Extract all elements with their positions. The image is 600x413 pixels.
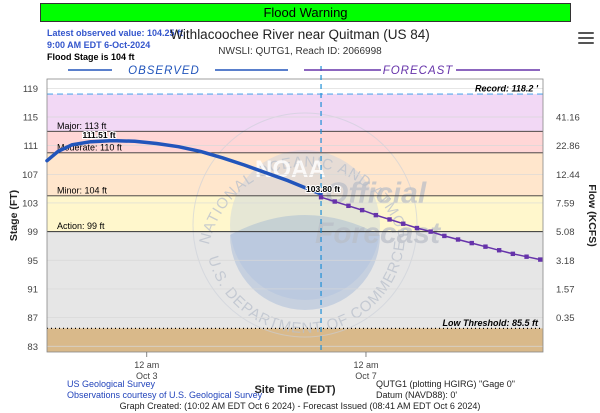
forecast-point (469, 240, 474, 246)
band-minor (47, 195, 543, 232)
datum-info: QUTG1 (plotting HGIRG) "Gage 0" Datum (N… (376, 379, 515, 401)
watermark-official: Official (325, 177, 427, 210)
x-axis-title: Site Time (EDT) (254, 384, 335, 396)
minor-label: Minor: 104 ft (57, 185, 108, 195)
forecast-point (414, 225, 420, 231)
watermark-forecast: Forecast (315, 217, 442, 250)
datum-gage: QUTG1 (plotting HGIRG) "Gage 0" (376, 379, 515, 389)
x-tick-label-top: 12 am (353, 360, 378, 370)
forecast-point (373, 212, 379, 218)
y-tick-label: 95 (27, 256, 38, 267)
record-label: Record: 118.2 ' (475, 84, 539, 94)
flow-tick-label: 22.86 (556, 141, 580, 152)
y-tick-label: 83 (27, 342, 38, 353)
x-tick-label-bottom: Oct 7 (355, 371, 377, 381)
y2-axis-title: Flow (KCFS) (586, 184, 598, 246)
band-major (47, 131, 543, 153)
forecast-point (332, 199, 337, 204)
flow-tick-label: 0.35 (556, 313, 575, 324)
observed-series-line (45, 138, 323, 196)
y-tick-label: 91 (27, 284, 38, 295)
latest-observed-value: Latest observed value: 104.25 ft (47, 28, 184, 38)
major-label: Major: 113 ft (57, 121, 107, 131)
band-record (47, 94, 543, 132)
action-label: Action: 99 ft (57, 221, 105, 231)
flow-tick-label: 5.08 (556, 227, 575, 238)
forecast-point (359, 207, 365, 213)
flow-tick-label: 3.18 (556, 256, 575, 267)
moderate-label: Moderate: 110 ft (57, 142, 122, 152)
forecast-point (442, 233, 447, 239)
watermark-disc (230, 150, 380, 300)
y-tick-label: 115 (23, 112, 38, 123)
chart-subtitle: NWSLI: QUTG1, Reach ID: 2066998 (218, 46, 382, 57)
peak-data-label: 111.51 ft (83, 130, 116, 140)
menu-bar (578, 32, 594, 34)
y-tick-label: 103 (22, 198, 38, 209)
forecast-header: FORECAST (383, 65, 454, 77)
forecast-point (524, 254, 529, 259)
forecast-point (387, 217, 392, 222)
y-tick-label: 107 (22, 170, 38, 181)
watermark-brand: NOAA (255, 156, 326, 183)
flow-tick-label: 1.57 (556, 284, 575, 295)
y-axis-title: Stage (FT) (8, 190, 20, 241)
forecast-point (318, 195, 324, 200)
flood-stage-text: Flood Stage is 104 ft (47, 52, 135, 62)
latest-observed-time: 9:00 AM EDT 6-Oct-2024 (47, 40, 151, 50)
forecast-point (401, 221, 406, 226)
band-above-record (47, 79, 543, 95)
low-threshold-label: Low Threshold: 85.5 ft (442, 318, 539, 328)
observed-header: OBSERVED (128, 65, 200, 77)
x-tick-label-top: 12 am (134, 360, 159, 370)
y-tick-label: 87 (27, 313, 38, 324)
forecast-data-label: 103.80 ft (306, 184, 340, 194)
forecast-point (496, 248, 502, 253)
watermark-wave (230, 215, 380, 310)
source-credits: US Geological Survey Observations courte… (67, 379, 262, 401)
forecast-point (428, 229, 433, 234)
y-tick-label: 99 (27, 227, 38, 238)
menu-bar (578, 37, 594, 39)
datum-navd: Datum (NAVD88): 0' (376, 390, 458, 400)
flood-warning-banner: Flood Warning (40, 3, 571, 22)
chart-title: Withlacoochee River near Quitman (US 84) (170, 27, 430, 42)
forecast-point (510, 251, 516, 257)
forecast-point (346, 203, 351, 209)
flow-tick-label: 7.59 (556, 198, 575, 209)
latest-observation-block: Latest observed value: 104.25 ft 9:00 AM… (47, 27, 183, 63)
graph-created-text: Graph Created: (10:02 AM EDT Oct 6 2024)… (119, 401, 481, 411)
band-normal (47, 231, 543, 329)
source-observations-link[interactable]: Observations courtesy of U.S. Geological… (67, 390, 263, 400)
hamburger-menu-icon[interactable] (578, 32, 594, 45)
y-tick-label: 111 (24, 141, 38, 152)
flow-tick-label: 41.16 (556, 112, 580, 123)
watermark-ring (192, 112, 418, 338)
source-usgs-link[interactable]: US Geological Survey (67, 379, 156, 389)
y-tick-label: 119 (23, 84, 38, 95)
forecast-point (483, 244, 488, 249)
forecast-point (538, 257, 543, 262)
menu-bar (578, 42, 594, 44)
flow-tick-label: 12.44 (556, 170, 580, 181)
plot-border (46, 78, 544, 353)
x-tick-label-bottom: Oct 3 (136, 371, 158, 381)
forecast-point (455, 237, 461, 242)
